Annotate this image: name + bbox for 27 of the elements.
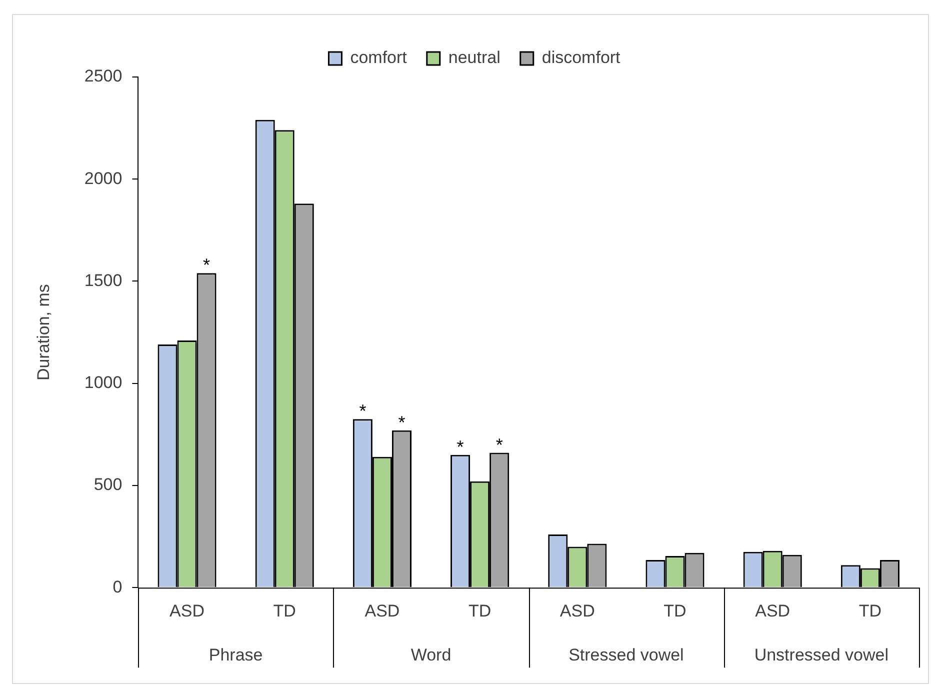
- x-tick-label: TD: [858, 601, 882, 620]
- x-tick-label: ASD: [364, 601, 400, 620]
- text: Unstressed vowel: [754, 645, 888, 664]
- data-label: *: [359, 401, 366, 422]
- x-tick-label: TD: [273, 601, 296, 620]
- y-tick-label: 500: [94, 475, 122, 494]
- data-label: *: [398, 412, 406, 432]
- y-tick-label: 1500: [84, 270, 122, 290]
- text: Phrase: [208, 645, 263, 664]
- x-tick-label: ASD: [560, 601, 595, 620]
- data-label: *: [496, 434, 503, 455]
- y-tick-label: 1000: [84, 373, 122, 392]
- y-tick-label: 2000: [84, 168, 122, 188]
- y-axis-title: Duration, ms: [34, 284, 53, 380]
- data-label: *: [456, 436, 464, 457]
- x-tick-label: TD: [468, 601, 492, 620]
- data-label: *: [203, 255, 210, 276]
- y-tick-label: 0: [112, 577, 122, 596]
- y-tick-label: 2500: [84, 66, 122, 86]
- legend-label: comfort: [350, 48, 408, 68]
- x-tick-label: TD: [664, 601, 686, 620]
- text: Stressed vowel: [568, 645, 684, 664]
- x-tick-label: ASD: [170, 601, 204, 620]
- legend-label: discomfort: [542, 48, 621, 68]
- legend-label: neutral: [448, 48, 500, 68]
- x-tick-label: ASD: [755, 601, 790, 620]
- text: Word: [410, 645, 452, 664]
